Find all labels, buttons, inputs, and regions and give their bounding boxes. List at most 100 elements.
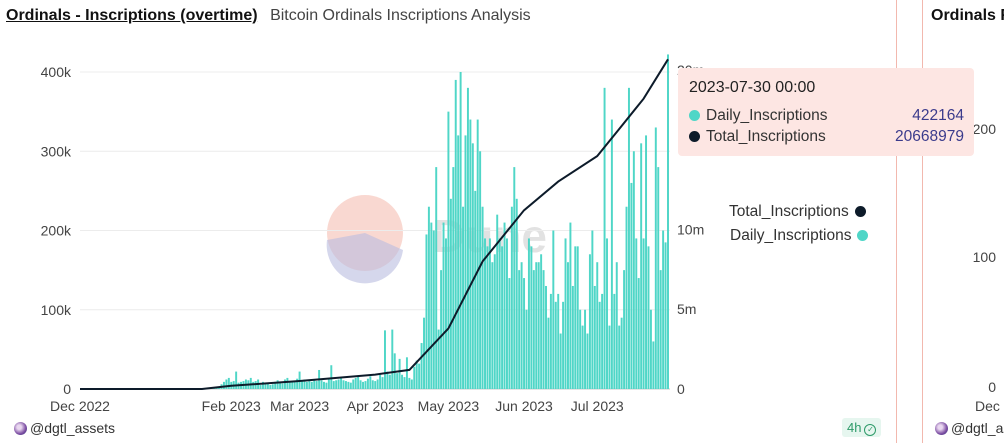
daily-bar[interactable]: [610, 119, 613, 390]
daily-bar[interactable]: [642, 238, 645, 389]
daily-bar[interactable]: [527, 238, 530, 389]
daily-bar[interactable]: [581, 325, 584, 389]
daily-bar[interactable]: [496, 214, 499, 389]
daily-bar[interactable]: [588, 254, 591, 389]
daily-bar[interactable]: [352, 379, 355, 389]
daily-bar[interactable]: [452, 167, 455, 389]
daily-bar[interactable]: [303, 379, 306, 389]
daily-bar[interactable]: [401, 374, 404, 389]
daily-bar[interactable]: [630, 182, 633, 389]
daily-bar[interactable]: [479, 151, 482, 389]
daily-bar[interactable]: [454, 79, 457, 390]
daily-bar[interactable]: [632, 151, 635, 389]
daily-bar[interactable]: [313, 379, 316, 389]
daily-bar[interactable]: [418, 363, 421, 389]
daily-bar[interactable]: [564, 238, 567, 389]
daily-bar[interactable]: [374, 381, 377, 389]
daily-bar[interactable]: [667, 54, 669, 389]
daily-bar[interactable]: [435, 167, 438, 389]
daily-bar[interactable]: [571, 285, 574, 389]
daily-bar[interactable]: [283, 379, 286, 389]
daily-bar[interactable]: [305, 381, 308, 389]
daily-bar[interactable]: [427, 206, 430, 389]
daily-bar[interactable]: [362, 381, 364, 389]
daily-bar[interactable]: [359, 380, 362, 389]
daily-bar[interactable]: [323, 381, 325, 389]
daily-bar[interactable]: [481, 206, 484, 389]
legend-daily-inscriptions[interactable]: Daily_Inscriptions: [730, 227, 869, 245]
daily-bar[interactable]: [391, 329, 394, 389]
daily-bar[interactable]: [432, 230, 435, 390]
daily-bar[interactable]: [403, 377, 406, 389]
daily-bar[interactable]: [532, 270, 535, 389]
daily-bar[interactable]: [366, 378, 369, 389]
daily-bar[interactable]: [545, 285, 547, 389]
daily-bar[interactable]: [540, 254, 543, 389]
daily-bar[interactable]: [576, 246, 579, 389]
daily-bar[interactable]: [498, 238, 501, 389]
daily-bar[interactable]: [618, 325, 621, 389]
daily-bar[interactable]: [593, 285, 596, 389]
daily-bar[interactable]: [466, 87, 469, 389]
daily-bar[interactable]: [640, 143, 643, 389]
daily-bar[interactable]: [566, 262, 569, 389]
daily-bar[interactable]: [449, 198, 452, 389]
daily-bar[interactable]: [508, 278, 511, 389]
daily-bar[interactable]: [525, 309, 528, 389]
daily-bar[interactable]: [520, 262, 523, 389]
daily-bar[interactable]: [559, 333, 562, 389]
daily-bar[interactable]: [649, 309, 652, 389]
daily-bar[interactable]: [327, 379, 330, 389]
daily-bar[interactable]: [274, 381, 277, 389]
right-panel-title[interactable]: Ordinals F: [931, 7, 1004, 24]
daily-bar[interactable]: [388, 374, 391, 389]
daily-bar[interactable]: [347, 381, 350, 389]
daily-bar[interactable]: [484, 238, 486, 389]
daily-bar[interactable]: [288, 381, 291, 389]
daily-bar[interactable]: [315, 381, 318, 389]
daily-bar[interactable]: [266, 383, 269, 389]
daily-bar[interactable]: [293, 381, 296, 389]
daily-bar[interactable]: [596, 262, 599, 389]
daily-bar[interactable]: [384, 330, 386, 389]
daily-bar[interactable]: [647, 246, 650, 389]
daily-bar[interactable]: [562, 301, 565, 389]
daily-bar[interactable]: [364, 381, 367, 389]
daily-bar[interactable]: [503, 222, 506, 389]
daily-bar[interactable]: [491, 262, 494, 389]
daily-bar[interactable]: [615, 262, 618, 389]
daily-bar[interactable]: [652, 341, 655, 389]
daily-bar[interactable]: [271, 384, 274, 389]
daily-bar[interactable]: [523, 278, 526, 389]
total-inscriptions-line[interactable]: [80, 58, 669, 390]
daily-bar[interactable]: [464, 135, 467, 389]
daily-bar[interactable]: [598, 301, 601, 389]
daily-bar[interactable]: [530, 246, 533, 389]
daily-bar[interactable]: [635, 238, 638, 389]
daily-bar[interactable]: [269, 385, 272, 389]
daily-bar[interactable]: [474, 190, 477, 389]
daily-bar[interactable]: [296, 378, 299, 389]
daily-bar[interactable]: [601, 293, 604, 389]
daily-bar[interactable]: [335, 380, 338, 389]
daily-bar[interactable]: [308, 380, 311, 389]
daily-bar[interactable]: [591, 230, 594, 390]
daily-bar[interactable]: [608, 325, 611, 389]
daily-bar[interactable]: [535, 262, 538, 389]
daily-bar[interactable]: [603, 87, 606, 389]
daily-bar[interactable]: [225, 379, 228, 389]
daily-bar[interactable]: [396, 373, 399, 389]
daily-bar[interactable]: [554, 301, 557, 389]
daily-bar[interactable]: [586, 333, 589, 389]
daily-bar[interactable]: [627, 87, 630, 389]
daily-bar[interactable]: [664, 242, 667, 389]
daily-bar[interactable]: [410, 379, 413, 389]
daily-bar[interactable]: [415, 360, 418, 389]
daily-bar[interactable]: [569, 222, 572, 389]
chart-title-link[interactable]: Ordinals - Inscriptions (overtime): [6, 7, 258, 24]
daily-bar[interactable]: [310, 381, 313, 389]
daily-bar[interactable]: [405, 357, 408, 389]
daily-bar[interactable]: [486, 246, 489, 389]
daily-bar[interactable]: [513, 167, 516, 389]
daily-bar[interactable]: [457, 135, 460, 389]
